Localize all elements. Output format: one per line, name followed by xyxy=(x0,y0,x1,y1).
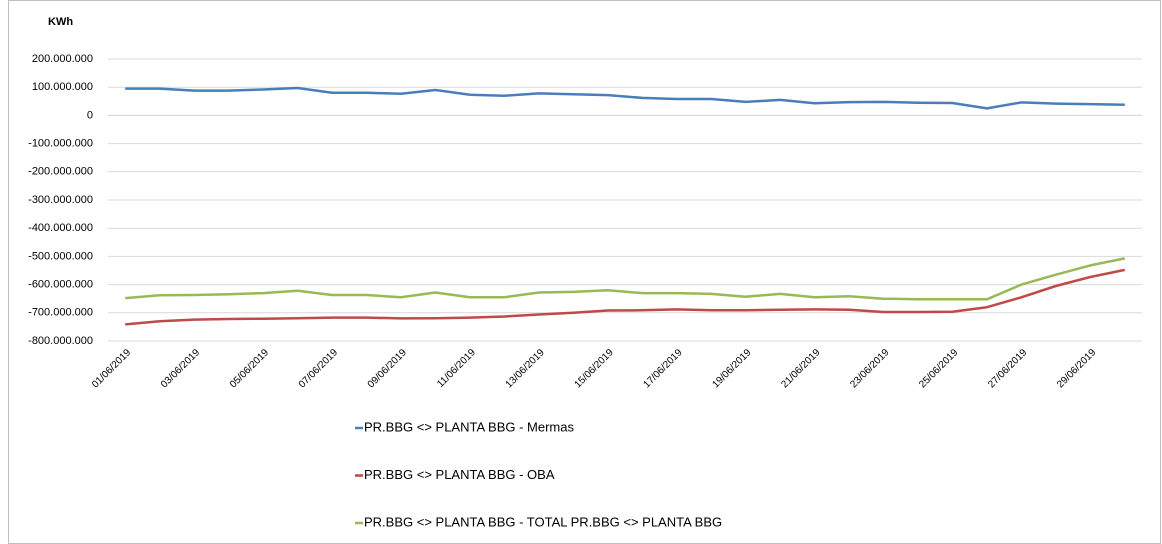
y-tick-label: 200.000.000 xyxy=(32,53,93,65)
line-series xyxy=(125,268,1126,326)
chart-title: KWh xyxy=(48,16,73,28)
line-series xyxy=(125,257,1126,301)
legend: PR.BBG <> PLANTA BBG - Mermas PR.BBG <> P… xyxy=(355,419,722,529)
chart-border xyxy=(8,0,1161,544)
y-tick-label: 0 xyxy=(87,109,93,121)
y-tick-label: 100.000.000 xyxy=(32,81,93,93)
y-tick-label: -300.000.000 xyxy=(28,194,93,206)
legend-label: PR.BBG <> PLANTA BBG - Mermas xyxy=(364,419,574,434)
y-tick-label: -800.000.000 xyxy=(28,335,93,347)
y-tick-label: -700.000.000 xyxy=(28,307,93,319)
y-tick-label: -200.000.000 xyxy=(28,166,93,178)
y-tick-label: -100.000.000 xyxy=(28,138,93,150)
y-tick-label: -600.000.000 xyxy=(28,279,93,291)
legend-label: PR.BBG <> PLANTA BBG - TOTAL PR.BBG <> P… xyxy=(364,514,722,529)
line-series xyxy=(125,86,1125,110)
y-tick-label: -500.000.000 xyxy=(28,250,93,262)
legend-label: PR.BBG <> PLANTA BBG - OBA xyxy=(364,467,555,482)
y-tick-label: -400.000.000 xyxy=(28,222,93,234)
